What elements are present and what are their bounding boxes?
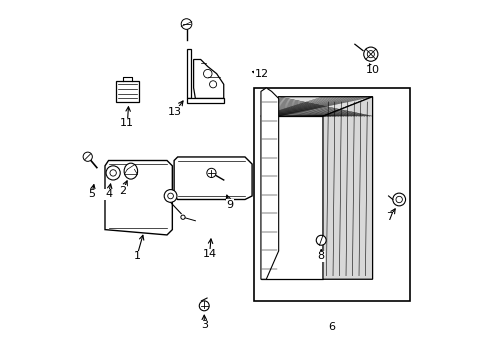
Polygon shape [261,97,372,116]
Polygon shape [194,59,224,99]
Polygon shape [261,116,323,279]
Polygon shape [105,161,172,235]
Circle shape [181,19,192,30]
Text: 13: 13 [168,107,182,117]
Text: 6: 6 [328,322,335,332]
Bar [187,49,191,99]
Circle shape [316,235,326,245]
Text: 7: 7 [386,212,393,222]
Circle shape [207,168,216,177]
Circle shape [110,170,116,176]
Text: 12: 12 [255,69,269,79]
Text: 11: 11 [121,118,134,128]
Bar [254,88,410,301]
Circle shape [168,193,173,199]
Circle shape [199,301,209,311]
Bar [187,99,224,103]
Polygon shape [323,97,372,279]
Text: 5: 5 [88,189,96,199]
Ellipse shape [124,163,138,179]
Bar [116,81,139,102]
Circle shape [364,47,378,61]
Circle shape [83,152,92,161]
Text: 8: 8 [318,251,325,261]
Circle shape [368,51,374,58]
Circle shape [106,166,120,180]
Polygon shape [261,88,279,279]
Text: 10: 10 [367,65,380,75]
Circle shape [210,81,217,88]
Text: 3: 3 [201,320,208,330]
Circle shape [181,215,185,219]
Circle shape [164,190,177,202]
Text: 9: 9 [226,200,234,210]
Circle shape [203,69,212,78]
Polygon shape [174,157,252,199]
Text: 4: 4 [105,189,112,199]
Circle shape [393,193,406,206]
Circle shape [396,196,402,203]
Text: 2: 2 [119,186,126,195]
Text: 1: 1 [133,251,141,261]
Text: 14: 14 [202,249,217,260]
